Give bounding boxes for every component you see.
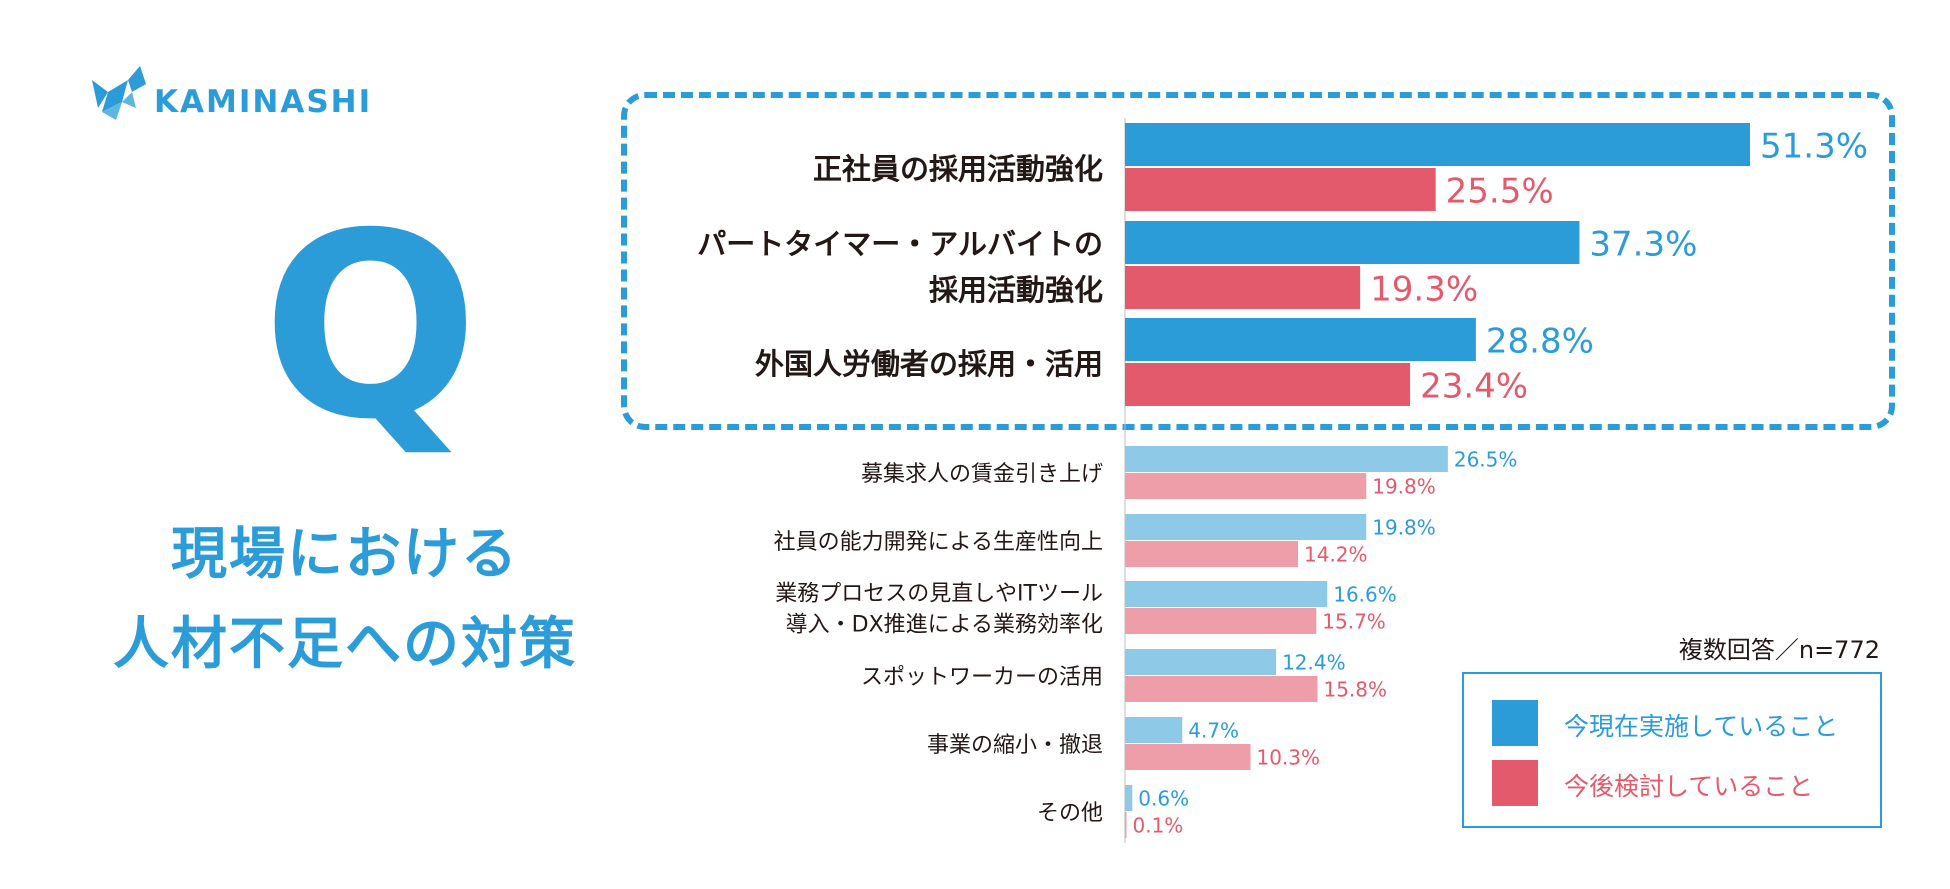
bar-future-5 — [1125, 608, 1317, 634]
category-label-2: 外国人労働者の採用・活用 — [755, 347, 1103, 381]
value-label-future-2: 23.4% — [1420, 367, 1528, 407]
value-label-current-3: 26.5% — [1454, 448, 1518, 472]
value-label-future-7: 10.3% — [1256, 746, 1320, 770]
bar-future-0 — [1125, 168, 1436, 211]
value-label-current-6: 12.4% — [1282, 651, 1346, 675]
goat-icon — [92, 66, 146, 120]
legend-swatch-current — [1492, 700, 1538, 746]
bar-current-5 — [1125, 581, 1328, 607]
bar-future-8 — [1125, 812, 1127, 838]
bar-current-2 — [1125, 318, 1476, 361]
bar-future-7 — [1125, 744, 1251, 770]
question-line-2: 人材不足への対策 — [113, 612, 577, 677]
category-label-5-line-1: 導入・DX推進による業務効率化 — [786, 613, 1103, 638]
value-label-current-7: 4.7% — [1188, 719, 1239, 743]
value-label-current-5: 16.6% — [1333, 583, 1397, 607]
brand-name: KAMINASHI — [154, 84, 373, 120]
value-label-future-5: 15.7% — [1322, 610, 1386, 634]
bar-future-3 — [1125, 473, 1367, 499]
bar-future-6 — [1125, 676, 1318, 702]
bar-current-0 — [1125, 123, 1750, 166]
bar-current-7 — [1125, 717, 1183, 743]
brand-logo: KAMINASHI — [88, 62, 408, 126]
value-label-current-0: 51.3% — [1760, 127, 1868, 167]
value-label-current-4: 19.8% — [1372, 516, 1436, 540]
question-letter: Q — [262, 179, 479, 476]
category-label-8: その他 — [1037, 801, 1103, 826]
category-label-5-line-0: 業務プロセスの見直しやITツール — [775, 582, 1103, 607]
highlight-frame — [621, 92, 1895, 430]
category-label-6: スポットワーカーの活用 — [861, 665, 1103, 690]
bar-current-8 — [1125, 785, 1133, 811]
category-label-7: 事業の縮小・撤退 — [927, 733, 1103, 758]
category-label-1-line-1: 採用活動強化 — [929, 273, 1103, 307]
value-label-future-3: 19.8% — [1372, 475, 1436, 499]
bar-future-2 — [1125, 363, 1411, 406]
bar-current-1 — [1125, 221, 1580, 264]
value-label-current-1: 37.3% — [1589, 225, 1697, 265]
legend-swatch-future — [1492, 760, 1538, 806]
bar-current-4 — [1125, 514, 1367, 540]
sample-note: 複数回答／n=772 — [1678, 636, 1880, 664]
value-label-future-1: 19.3% — [1370, 270, 1478, 310]
value-label-current-2: 28.8% — [1486, 322, 1594, 362]
category-label-4: 社員の能力開発による生産性向上 — [774, 530, 1103, 555]
bar-current-3 — [1125, 446, 1448, 472]
value-label-future-0: 25.5% — [1446, 172, 1554, 212]
legend: 今現在実施していること 今後検討していること — [1462, 672, 1882, 828]
bar-future-4 — [1125, 541, 1299, 567]
legend-label-current: 今現在実施していること — [1564, 712, 1839, 741]
value-label-current-8: 0.6% — [1138, 787, 1189, 811]
value-label-future-6: 15.8% — [1323, 678, 1387, 702]
legend-label-future: 今後検討していること — [1564, 772, 1814, 801]
category-label-0: 正社員の採用活動強化 — [813, 152, 1103, 186]
category-label-1-line-0: パートタイマー・アルバイトの — [697, 227, 1103, 261]
question-line-1: 現場における — [171, 522, 519, 587]
value-label-future-4: 14.2% — [1304, 543, 1368, 567]
bar-current-6 — [1125, 649, 1277, 675]
value-label-future-8: 0.1% — [1133, 814, 1184, 838]
bar-future-1 — [1125, 266, 1361, 309]
category-label-3: 募集求人の賃金引き上げ — [861, 462, 1103, 487]
question-title: 現場における 人材不足への対策 — [60, 510, 630, 690]
